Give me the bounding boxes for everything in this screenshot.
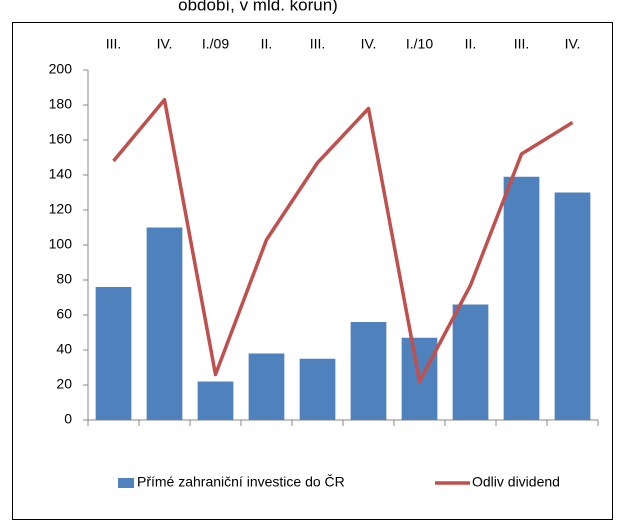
bar	[452, 304, 489, 420]
y-tick-label: 120	[49, 201, 73, 217]
y-tick-label: 200	[49, 61, 73, 77]
chart-title: období, v mld. korun)	[178, 0, 338, 14]
x-tick-label: IV.	[157, 36, 173, 52]
bar	[95, 287, 132, 420]
x-tick-label: I./10	[406, 36, 433, 52]
x-tick-label: III.	[310, 36, 326, 52]
bar	[350, 322, 387, 420]
y-tick-label: 0	[64, 411, 72, 427]
legend-swatch	[118, 478, 134, 488]
y-tick-label: 160	[49, 131, 73, 147]
legend-label: Odliv dividend	[472, 474, 560, 490]
x-tick-label: II.	[261, 36, 273, 52]
y-tick-label: 20	[56, 376, 72, 392]
x-tick-label: III.	[106, 36, 122, 52]
x-tick-label: I./09	[202, 36, 229, 52]
bar	[146, 227, 183, 420]
legend-label: Přímé zahraniční investice do ČR	[137, 474, 345, 490]
y-tick-label: 40	[56, 341, 72, 357]
y-tick-label: 80	[56, 271, 72, 287]
bar	[299, 358, 336, 420]
y-tick-label: 180	[49, 96, 73, 112]
x-tick-label: II.	[465, 36, 477, 52]
bar	[554, 192, 591, 420]
y-tick-label: 140	[49, 166, 73, 182]
x-tick-label: IV.	[361, 36, 377, 52]
bar	[197, 381, 234, 420]
x-tick-label: III.	[514, 36, 530, 52]
bar	[248, 353, 285, 420]
x-tick-label: IV.	[565, 36, 581, 52]
chart-frame	[12, 22, 613, 520]
title-background	[120, 0, 400, 20]
line	[112, 98, 574, 384]
y-tick-label: 100	[49, 236, 73, 252]
bar	[503, 176, 540, 420]
y-tick-label: 60	[56, 306, 72, 322]
